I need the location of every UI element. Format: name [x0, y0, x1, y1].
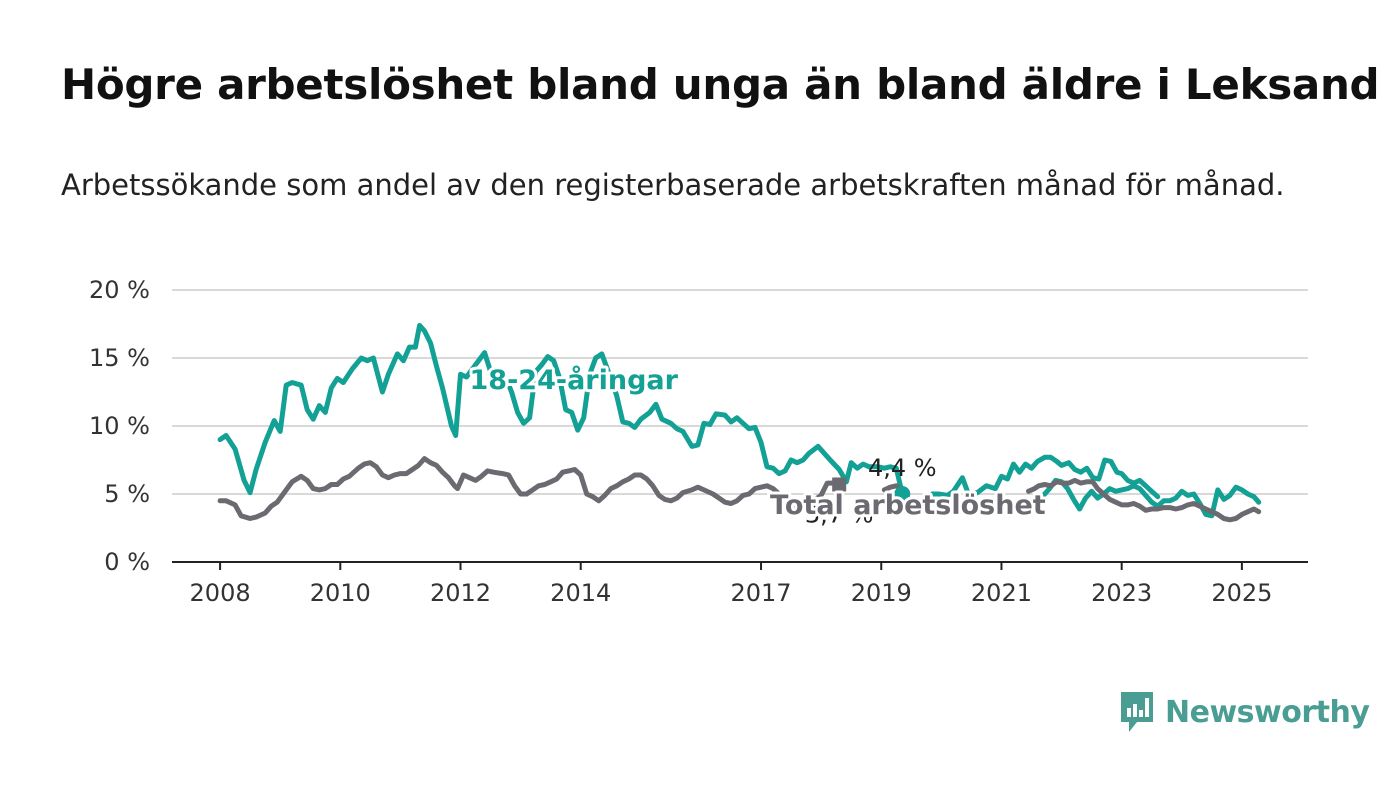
end-marker-18-24 [894, 486, 911, 502]
x-tick-label: 2021 [971, 579, 1032, 607]
axes: 0 % 5 % 10 % 15 % 20 % 2008 2010 2012 2014 2017 20… [89, 276, 1308, 607]
end-label-18-24: 4,4 % [868, 454, 937, 482]
y-tick-label: 10 % [89, 412, 150, 440]
newsworthy-logo: Newsworthy [1119, 690, 1370, 734]
x-tick-label: 2014 [550, 579, 611, 607]
x-tick-label: 2012 [430, 579, 491, 607]
y-tick-label: 5 % [104, 480, 150, 508]
x-tick-label: 2010 [310, 579, 371, 607]
x-tick-label: 2025 [1211, 579, 1272, 607]
x-tick-label: 2023 [1091, 579, 1152, 607]
end-marker-total [832, 477, 847, 492]
chart-title: Högre arbetslöshet bland unga än bland ä… [61, 60, 1380, 109]
brand-name: Newsworthy [1165, 694, 1370, 730]
grid-lines [172, 289, 1308, 495]
y-tick-label: 15 % [89, 344, 150, 372]
series-label-total-halo: Total arbetslöshet [770, 490, 1046, 521]
series-label-18-24: 18-24-åringar [470, 364, 679, 396]
x-tick-label: 2017 [730, 579, 791, 607]
series-lines [217, 322, 1262, 523]
chart-subtitle: Arbetssökande som andel av den registerb… [61, 168, 1285, 202]
y-tick-label: 20 % [89, 276, 150, 304]
series-line-total [217, 456, 842, 521]
end-label-total: 3,7 % [805, 500, 874, 528]
x-tick-label: 2019 [851, 579, 912, 607]
series-label-18-24-halo: 18-24-åringar [470, 364, 679, 396]
y-tick-label: 0 % [104, 548, 150, 576]
series-line-18-24 [217, 322, 905, 497]
series-line-total [1026, 477, 1262, 523]
newsworthy-bar-chart-icon [1121, 692, 1153, 732]
series-label-total: Total arbetslöshet [770, 490, 1046, 521]
x-tick-label: 2008 [190, 579, 251, 607]
series-line-18-24 [1035, 477, 1262, 519]
series-labels: 4,4 %3,7 %18-24-åringar18-24-åringarTota… [467, 361, 1049, 529]
series-line-18-24 [929, 454, 1161, 500]
